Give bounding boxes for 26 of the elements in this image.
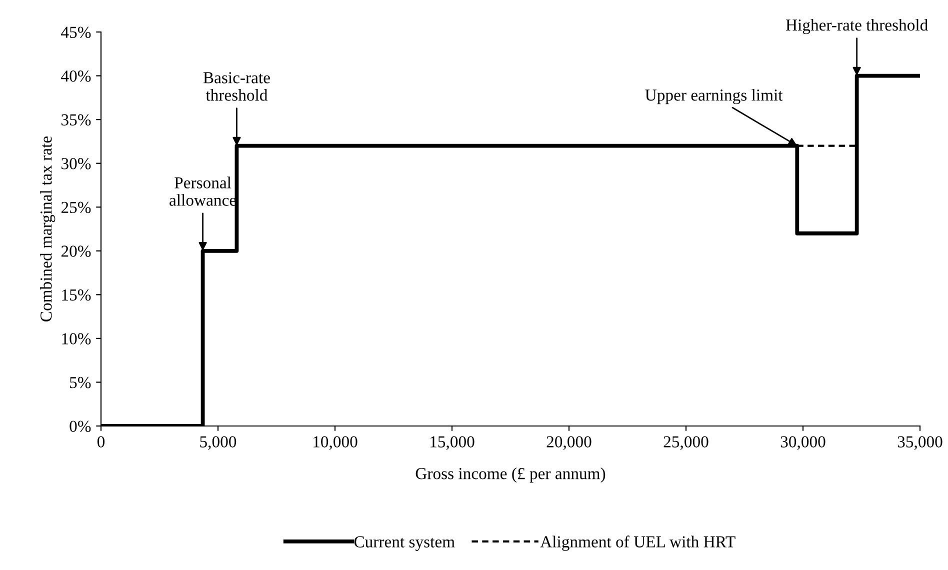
x-tick-label: 5,000: [200, 436, 236, 450]
y-tick-label: 35%: [62, 114, 91, 126]
y-tick-label: 25%: [61, 202, 91, 214]
x-tick-label: 35,000: [898, 436, 942, 450]
annotation: Personal allowance: [170, 176, 236, 206]
annotation: Basic-rate threshold: [203, 72, 270, 101]
y-tick-label: 45%: [61, 26, 91, 38]
y-tick-label: 40%: [61, 70, 91, 82]
x-axis-title: Gross income (£ per annum): [416, 468, 606, 483]
x-tick-label: 25,000: [664, 436, 708, 450]
y-tick-label: 10%: [62, 333, 91, 344]
y-tick-label: 20%: [61, 246, 91, 257]
annotation: Higher-rate threshold: [786, 18, 928, 34]
annotation: Upper earnings limit: [645, 88, 783, 104]
y-axis-title: Combined marginal tax rate: [40, 136, 56, 322]
x-tick-label: 15,000: [430, 436, 474, 450]
x-tick-label: 30,000: [780, 436, 826, 450]
x-tick-label: 0: [97, 436, 105, 448]
x-tick-label: 10,000: [314, 436, 358, 450]
y-tick-label: 0%: [70, 420, 91, 432]
y-tick-label: 30%: [62, 158, 91, 170]
legend-label: Alignment of UEL with HRT: [540, 536, 736, 551]
legend-label: Current system: [354, 536, 455, 551]
x-tick-label: 20,000: [546, 436, 592, 450]
y-tick-label: 15%: [62, 289, 91, 301]
y-tick-label: 5%: [70, 376, 91, 388]
